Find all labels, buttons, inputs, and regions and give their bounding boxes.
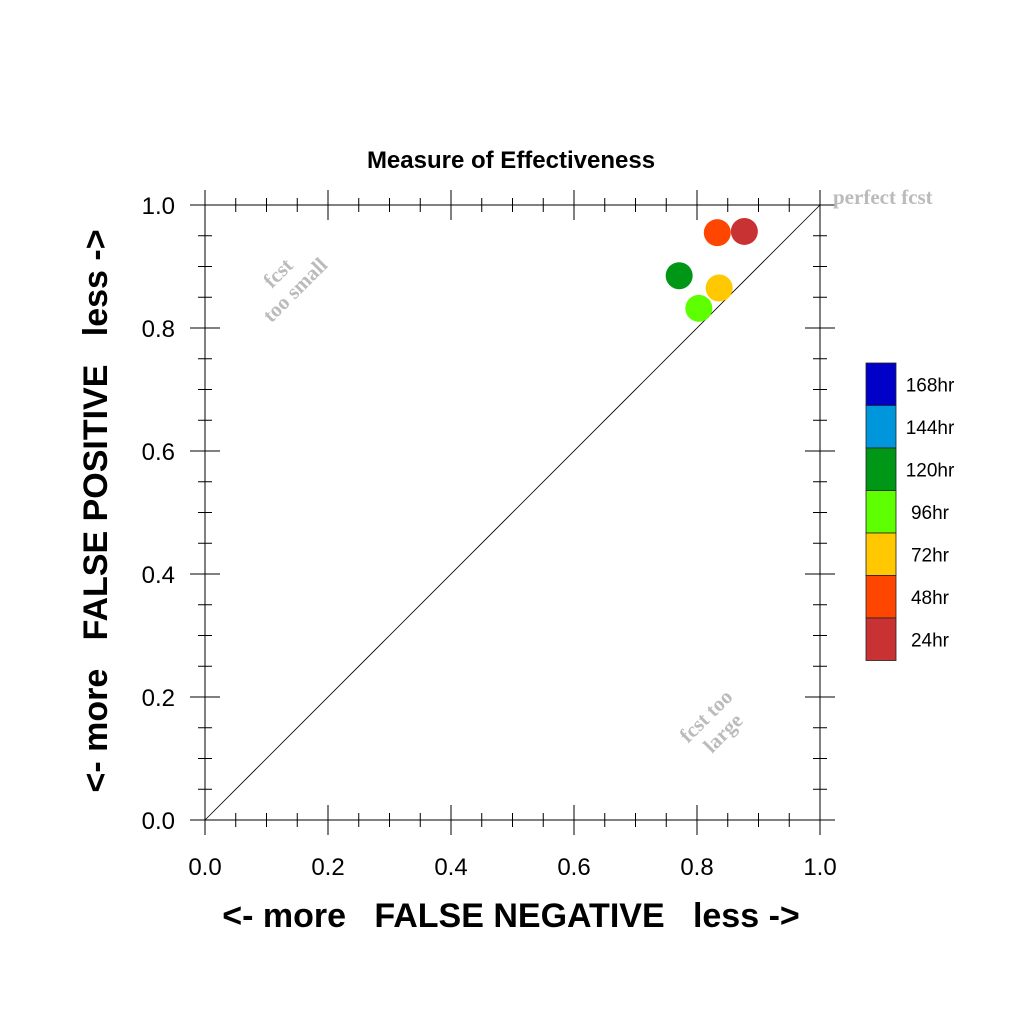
data-point-120hr: [665, 262, 693, 290]
legend-label-168hr: 168hr: [906, 375, 955, 396]
x-axis-label: <- more FALSE NEGATIVE less ->: [222, 897, 800, 935]
y-axis-label: <- more FALSE POSITIVE less ->: [77, 229, 115, 792]
data-point-96hr: [685, 294, 713, 322]
x-tick-label: 0.2: [311, 854, 344, 881]
y-tick-label: 1.0: [142, 193, 175, 220]
legend-swatch-72hr: [865, 532, 897, 576]
legend-label-24hr: 24hr: [911, 630, 950, 651]
axis-ticks: [190, 190, 835, 835]
x-tick-label: 0.0: [188, 854, 221, 881]
annotations: perfect fcst fcst too small fcst too lar…: [258, 185, 933, 758]
legend-label-96hr: 96hr: [911, 503, 950, 524]
data-point-72hr: [705, 274, 733, 302]
data-point-24hr: [730, 217, 758, 245]
x-tick-label: 0.6: [557, 854, 590, 881]
legend-swatch-24hr: [865, 617, 897, 661]
legend-swatch-48hr: [865, 575, 897, 619]
legend-swatch-96hr: [865, 490, 897, 534]
legend-label-48hr: 48hr: [911, 588, 950, 609]
y-tick-label: 0.0: [142, 808, 175, 835]
y-tick-label: 0.8: [142, 316, 175, 343]
perfect-forecast-diagonal: [204, 204, 821, 821]
y-tick-label: 0.6: [142, 439, 175, 466]
y-tick-label: 0.4: [142, 562, 175, 589]
x-tick-label: 0.4: [434, 854, 467, 881]
chart-title: Measure of Effectiveness: [367, 147, 655, 174]
x-tick-label: 0.8: [680, 854, 713, 881]
legend-swatch-144hr: [865, 405, 897, 449]
legend-swatch-120hr: [865, 447, 897, 491]
data-point-48hr: [703, 219, 731, 247]
legend-swatch-168hr: [865, 362, 897, 406]
annotation-perfect-fcst: perfect fcst: [833, 185, 933, 209]
legend-label-72hr: 72hr: [911, 545, 950, 566]
data-points: [665, 217, 758, 322]
legend-label-120hr: 120hr: [906, 460, 955, 481]
y-tick-label: 0.2: [142, 685, 175, 712]
axis-tick-labels: 0.0 0.2 0.4 0.6 0.8 1.0 0.0 0.2 0.4 0.6 0.8 1.0: [142, 193, 837, 881]
legend: 168hr 144hr 120hr 96hr 72hr 48hr 24hr: [865, 362, 955, 661]
legend-label-144hr: 144hr: [906, 418, 955, 439]
x-tick-label: 1.0: [803, 854, 836, 881]
